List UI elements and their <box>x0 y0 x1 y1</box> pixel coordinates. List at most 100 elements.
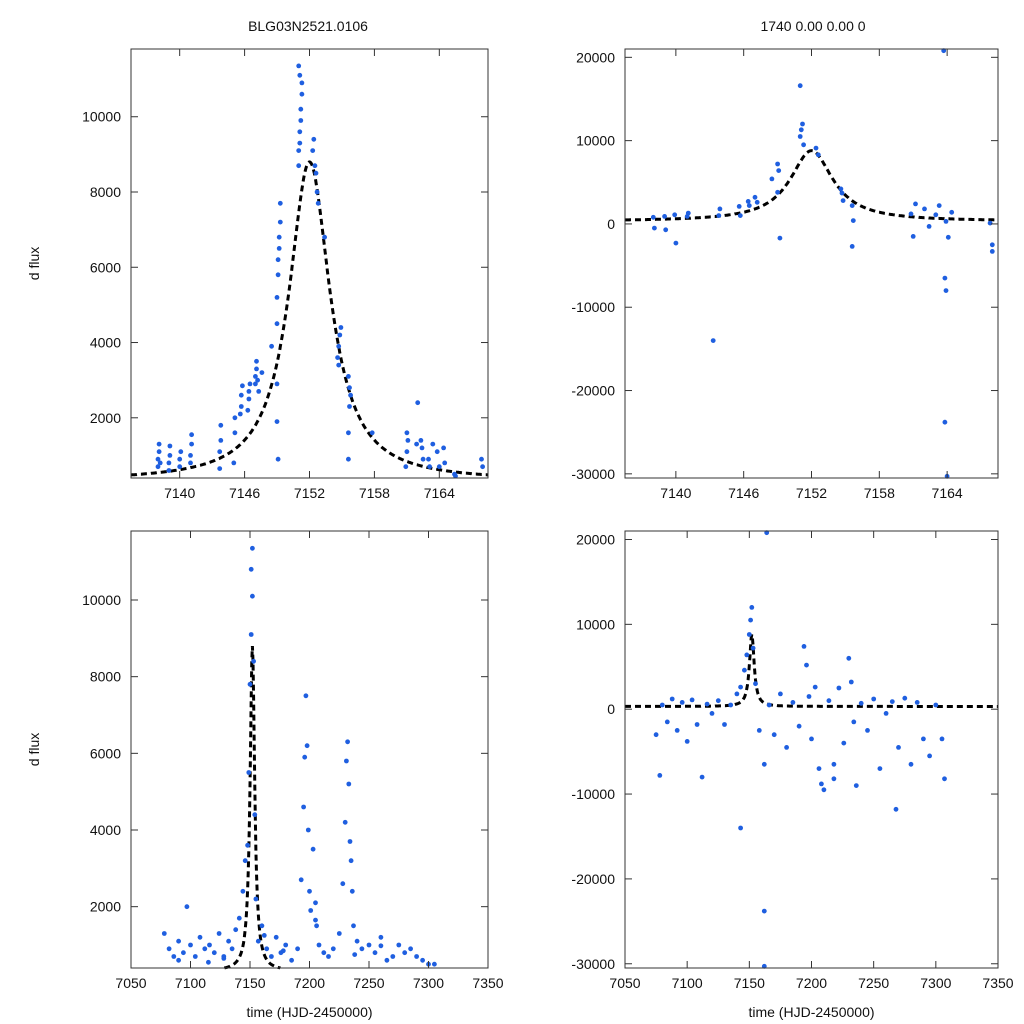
data-point <box>673 240 679 246</box>
data-point <box>246 389 252 394</box>
data-point <box>408 946 413 952</box>
data-point <box>275 456 281 462</box>
y-tick-label: 10000 <box>576 616 615 632</box>
data-point <box>650 214 656 220</box>
data-point <box>345 739 350 745</box>
data-point <box>710 338 716 343</box>
plot-frame <box>130 48 489 479</box>
data-point <box>240 383 245 389</box>
y-tick-label: -30000 <box>571 956 615 972</box>
data-point <box>664 719 670 725</box>
data-point <box>806 694 812 699</box>
data-point <box>427 464 432 470</box>
data-point <box>902 695 908 701</box>
data-point <box>945 234 951 240</box>
data-point <box>853 783 859 788</box>
data-point <box>926 224 932 229</box>
data-point <box>298 118 304 123</box>
data-point <box>245 407 251 413</box>
data-point <box>778 691 783 697</box>
data-point <box>177 464 183 470</box>
data-point <box>756 728 762 733</box>
data-point <box>221 956 227 961</box>
data-point <box>253 374 258 379</box>
y-tick-label: 2000 <box>90 410 121 426</box>
data-point <box>261 933 267 938</box>
data-point <box>775 161 780 167</box>
data-point <box>679 700 685 705</box>
data-point <box>933 212 939 218</box>
data-point <box>347 385 352 391</box>
x-axis-label: time (HJD-2450000) <box>748 1004 874 1020</box>
data-point <box>430 441 436 447</box>
data-point <box>166 946 172 952</box>
figure-title-left: BLG03N2521.0106 <box>248 18 368 34</box>
data-point <box>809 736 814 742</box>
data-point <box>211 950 217 956</box>
data-point <box>171 954 177 959</box>
data-point <box>813 145 819 151</box>
x-tick-label: 7200 <box>294 975 325 991</box>
data-point <box>662 214 667 219</box>
data-point <box>378 934 384 940</box>
data-point <box>754 199 760 205</box>
data-point <box>939 736 945 742</box>
data-point <box>715 698 721 704</box>
data-point <box>277 219 283 225</box>
y-tick-label: -30000 <box>571 466 615 482</box>
data-point <box>256 389 262 394</box>
x-tick-label: 7350 <box>982 975 1013 991</box>
data-point <box>717 206 723 212</box>
data-point <box>232 415 238 421</box>
data-point <box>177 456 183 462</box>
data-point <box>240 888 246 894</box>
y-tick-label: 2000 <box>90 899 121 915</box>
data-point <box>275 257 281 263</box>
data-point <box>301 804 306 810</box>
data-point <box>441 445 446 451</box>
data-point <box>337 332 343 338</box>
data-point <box>442 460 448 466</box>
data-point <box>752 194 758 200</box>
y-tick-label: 20000 <box>576 49 615 65</box>
data-point <box>346 781 352 787</box>
data-point <box>248 566 254 572</box>
data-point <box>313 170 319 176</box>
data-point <box>436 464 442 470</box>
data-point <box>850 218 856 224</box>
data-point <box>738 684 743 690</box>
data-point <box>942 419 948 425</box>
panel-top-right: 7140 7146 7152 7158 7164 -30000 -20000 -10000 0 1… <box>571 48 999 501</box>
data-point <box>296 63 302 69</box>
data-point <box>390 954 396 959</box>
data-point <box>297 129 303 135</box>
data-point <box>989 249 995 254</box>
data-point <box>298 877 304 883</box>
y-tick-label: 8000 <box>90 184 121 200</box>
y-axis-label: d flux <box>26 733 42 766</box>
data-point <box>404 430 410 436</box>
data-point <box>218 422 224 428</box>
data-point <box>942 776 947 782</box>
data-point <box>777 235 783 241</box>
data-point <box>254 358 259 364</box>
data-point <box>776 168 782 174</box>
data-point <box>218 438 224 443</box>
data-point <box>889 699 895 704</box>
data-point <box>176 938 182 944</box>
data-point <box>344 758 349 764</box>
data-point <box>746 203 752 209</box>
y-tick-label: 4000 <box>90 822 121 838</box>
data-point <box>816 766 822 771</box>
x-tick-label: 7250 <box>858 975 889 991</box>
model-curve <box>625 149 998 222</box>
data-point <box>453 473 458 479</box>
data-point <box>821 787 827 793</box>
data-point <box>800 121 805 127</box>
data-point <box>738 825 743 831</box>
y-tick-label: -20000 <box>571 871 615 887</box>
data-point <box>189 441 195 447</box>
x-tick-label: 7164 <box>932 485 963 501</box>
data-point <box>232 430 238 436</box>
